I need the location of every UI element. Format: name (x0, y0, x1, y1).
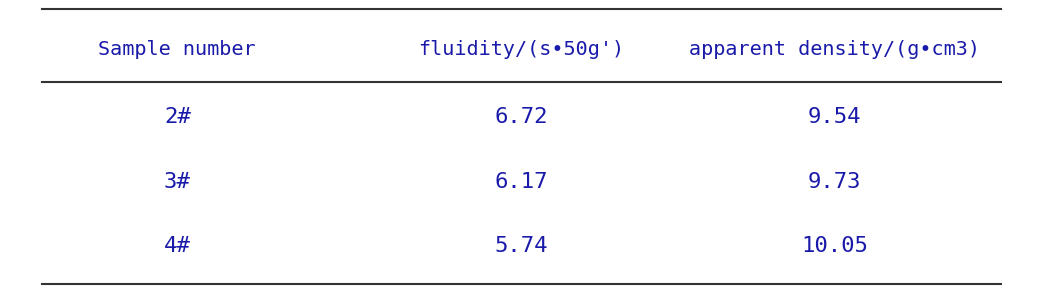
Text: 6.17: 6.17 (494, 172, 549, 192)
Text: 4#: 4# (164, 236, 191, 256)
Text: apparent density/(g•cm3): apparent density/(g•cm3) (688, 40, 980, 59)
Text: 6.72: 6.72 (494, 107, 549, 127)
Text: Sample number: Sample number (98, 40, 257, 59)
Text: 3#: 3# (164, 172, 191, 192)
Text: 9.54: 9.54 (807, 107, 862, 127)
Text: 10.05: 10.05 (801, 236, 868, 256)
Text: 9.73: 9.73 (807, 172, 862, 192)
Text: 5.74: 5.74 (494, 236, 549, 256)
Text: fluidity/(s•50g'): fluidity/(s•50g') (418, 40, 625, 59)
Text: 2#: 2# (164, 107, 191, 127)
